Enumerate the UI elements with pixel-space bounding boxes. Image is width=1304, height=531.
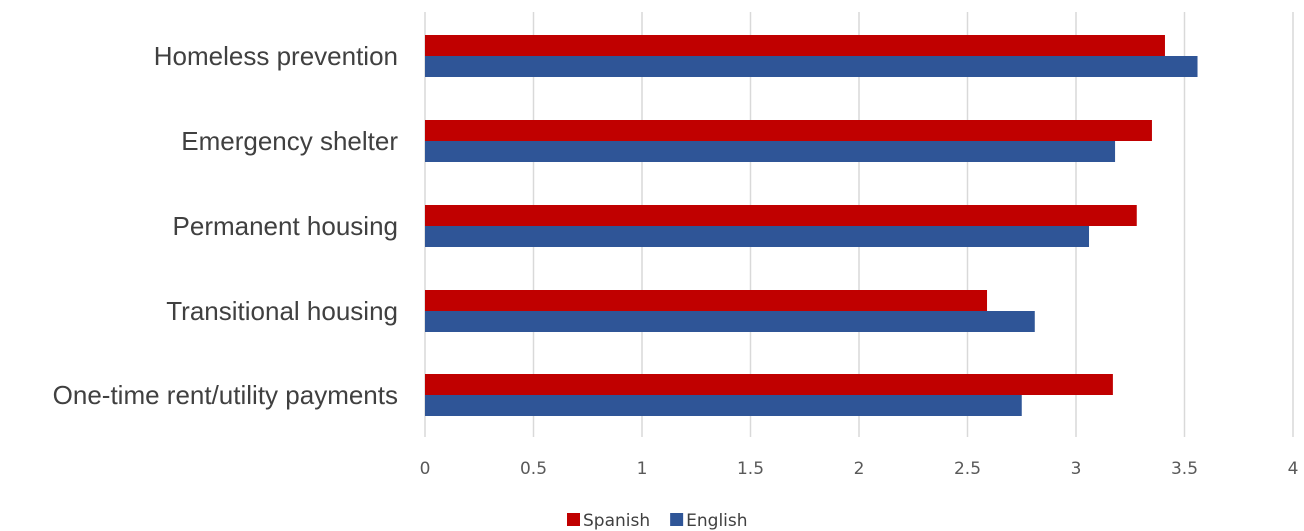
legend-swatch-english [670, 513, 684, 526]
x-tick-label: 0 [420, 459, 431, 479]
legend: Spanish English [567, 511, 748, 531]
x-tick-label: 1 [637, 459, 648, 479]
x-tick-label: 3.5 [1171, 459, 1198, 479]
bar-english [425, 141, 1116, 162]
bar-english [425, 226, 1090, 247]
bar-english [425, 311, 1035, 332]
legend-label-english: English [686, 511, 747, 531]
bar-spanish [425, 120, 1152, 141]
x-tick-label: 0.5 [520, 459, 547, 479]
category-label: Transitional housing [166, 296, 398, 326]
bar-spanish [425, 290, 988, 311]
category-label: One-time rent/utility payments [53, 380, 398, 410]
x-tick-label: 3 [1071, 459, 1082, 479]
x-axis-tick-labels: 0 0.5 1 1.5 2 2.5 3 3.5 4 [420, 459, 1299, 479]
legend-label-spanish: Spanish [583, 511, 650, 531]
x-tick-label: 2.5 [954, 459, 981, 479]
category-label: Emergency shelter [181, 126, 398, 156]
x-tick-label: 2 [854, 459, 865, 479]
bar-spanish [425, 374, 1113, 395]
category-label: Homeless prevention [154, 41, 398, 71]
category-label: Permanent housing [173, 211, 398, 241]
bar-english [425, 395, 1022, 416]
bar-english [425, 56, 1198, 77]
x-tick-label: 1.5 [737, 459, 764, 479]
x-tick-label: 4 [1288, 459, 1299, 479]
legend-swatch-spanish [567, 513, 580, 526]
bar-spanish [425, 205, 1137, 226]
bar-spanish [425, 35, 1165, 56]
bars [425, 35, 1198, 416]
category-labels: Homeless prevention Emergency shelter Perm… [53, 41, 399, 410]
